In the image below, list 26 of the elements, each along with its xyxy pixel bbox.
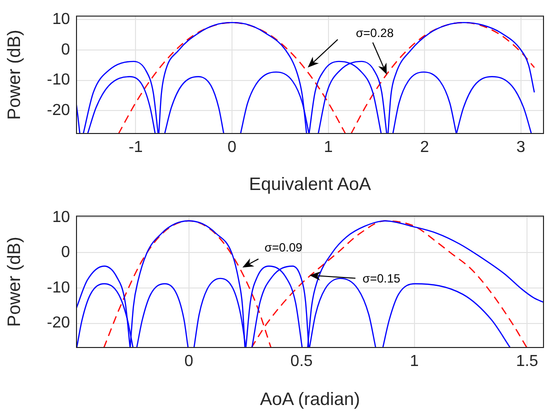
x-tick-label: 2 bbox=[420, 139, 430, 156]
x-tick-label: 1 bbox=[324, 139, 333, 156]
line-series bbox=[350, 22, 535, 134]
y-axis-title: Power (dB) bbox=[4, 236, 24, 327]
y-tick-label: -10 bbox=[46, 279, 70, 296]
annotation: σ=0.28 bbox=[356, 26, 394, 40]
x-tick-label: 1.5 bbox=[516, 353, 538, 370]
x-tick-label: 0 bbox=[184, 353, 194, 370]
x-axis-title: Equivalent AoA bbox=[248, 174, 372, 194]
x-tick-label: 3 bbox=[516, 139, 526, 156]
x-tick-label: 1 bbox=[410, 353, 419, 370]
y-tick-label: 10 bbox=[52, 10, 70, 28]
annotation: σ=0.09 bbox=[264, 240, 303, 254]
y-tick-label: -20 bbox=[46, 102, 70, 120]
y-tick-label: 0 bbox=[61, 41, 70, 58]
x-tick-label: 0.5 bbox=[290, 353, 313, 370]
y-tick-label: 0 bbox=[61, 244, 70, 262]
annotation: σ=0.15 bbox=[362, 272, 401, 286]
line-series bbox=[118, 22, 346, 134]
y-tick-label: -10 bbox=[46, 72, 70, 89]
x-tick-label: -1 bbox=[128, 139, 143, 156]
y-tick-label: 10 bbox=[52, 208, 70, 226]
y-tick-label: -20 bbox=[46, 314, 70, 332]
y-axis-title: Power (dB) bbox=[4, 30, 24, 120]
x-tick-label: 0 bbox=[228, 139, 237, 156]
x-axis-title: AoA (radian) bbox=[260, 389, 360, 410]
